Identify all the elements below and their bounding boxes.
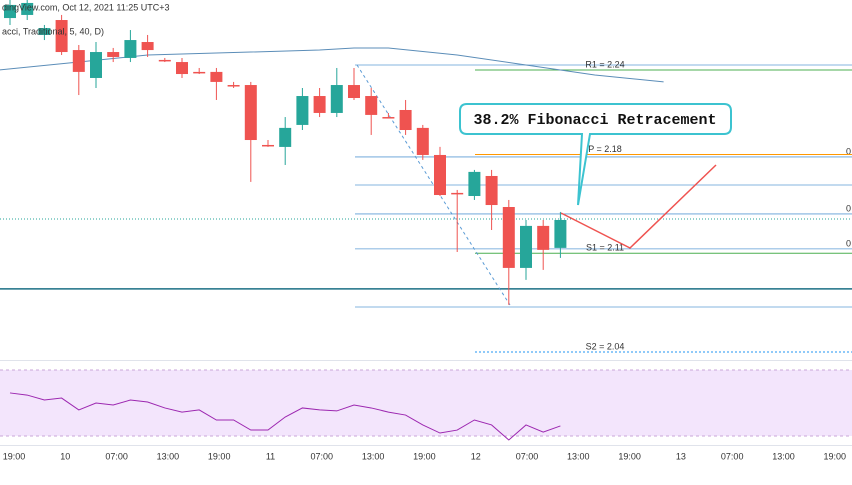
candle-body: [158, 59, 171, 62]
header: dingView.com, Oct 12, 2021 11:25 UTC+3: [2, 2, 170, 12]
x-tick-label: 07:00: [721, 451, 744, 461]
candle-body: [313, 96, 326, 113]
fib-level-label: 0: [846, 146, 851, 156]
candle-body: [485, 175, 498, 206]
candle-body: [21, 2, 34, 15]
fib-level-label: 0: [846, 238, 851, 248]
rsi-band: [0, 370, 852, 436]
candle-body: [434, 154, 446, 196]
candle-body: [451, 192, 464, 195]
candle-body: [537, 225, 550, 250]
pivot-label: R1 = 2.24: [585, 59, 624, 69]
candle-body: [382, 117, 395, 119]
x-tick-label: 13:00: [567, 451, 590, 461]
candle-body: [55, 20, 68, 53]
candle-body: [330, 85, 343, 113]
candle-body: [416, 127, 429, 155]
front-layer: 19:00 10 07:00 13:00 19:00 11 07:00 13:00 19:00 1…: [3, 0, 846, 461]
callout-text: 38.2% Fibonacci Retracement: [473, 112, 716, 129]
candle-body: [296, 96, 309, 125]
back-layer: 0 0 0 R1 = 2.24 P = 2.18 S1 = 2.11 S2 = 2.04: [0, 47, 852, 437]
candle-body: [279, 127, 292, 147]
pivot-label: S1 = 2.11: [586, 243, 624, 253]
candle-body: [193, 71, 206, 74]
x-tick-label: 07:00: [105, 451, 128, 461]
x-tick-label: 19:00: [618, 451, 641, 461]
callout: 38.2% Fibonacci Retracement: [459, 103, 732, 206]
rsi-line: [9, 392, 561, 441]
x-tick-label: 07:00: [516, 451, 539, 461]
x-tick-label: 19:00: [208, 451, 231, 461]
candle-body: [520, 225, 532, 268]
x-tick-label: 19:00: [413, 451, 436, 461]
candle-body: [124, 40, 137, 58]
candle-body: [399, 109, 412, 131]
candle-body: [90, 52, 102, 78]
candle-body: [468, 171, 481, 197]
candle-body: [227, 85, 240, 87]
candle-body: [38, 28, 51, 35]
x-tick-label: 12: [471, 451, 481, 461]
candle-body: [365, 96, 378, 115]
candle-body: [176, 62, 188, 75]
x-tick-label: 13:00: [362, 451, 385, 461]
x-tick-label: 07:00: [311, 451, 334, 461]
x-tick-label: 13:00: [772, 451, 795, 461]
indicator-label: acci, Traditional, 5, 40, D): [2, 26, 104, 36]
candle-body: [107, 52, 120, 57]
candle-body: [244, 85, 257, 141]
fib-level-label: 0: [846, 203, 851, 213]
pivot-label: P = 2.18: [588, 144, 622, 154]
candle-body: [262, 144, 274, 147]
candle-body: [4, 4, 16, 19]
candle-body: [141, 42, 154, 51]
x-tick-label: 13: [676, 451, 686, 461]
x-tick-label: 11: [266, 451, 275, 461]
candle-body: [72, 50, 85, 72]
candle-body: [502, 207, 515, 268]
callout-box: [459, 103, 732, 206]
candle-body: [348, 85, 360, 99]
x-tick-label: 19:00: [3, 451, 26, 461]
x-tick-label: 19:00: [824, 451, 847, 461]
x-tick-label: 13:00: [157, 451, 180, 461]
candle-body: [554, 219, 567, 248]
candle-body: [210, 71, 223, 82]
projection-path: [560, 164, 717, 249]
x-tick-label: 10: [60, 451, 70, 461]
pivot-label: S2 = 2.04: [586, 341, 625, 351]
